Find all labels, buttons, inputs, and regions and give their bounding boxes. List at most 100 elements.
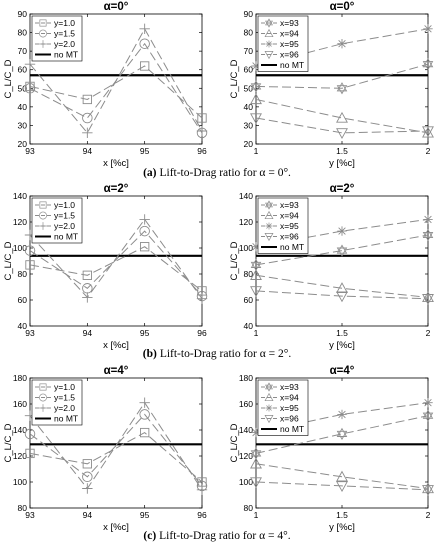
data-point	[422, 291, 434, 303]
legend-marker	[265, 222, 273, 230]
legend-label: x=95	[280, 39, 299, 49]
chart-1: α=0° 93 94 95 96 20 30 40 50 60 70 80 90 x [%c] C_L/C_…	[3, 1, 208, 169]
legend: y=1.0y=1.5y=2.0no MT	[31, 379, 83, 426]
y-tick-label: 120	[13, 217, 27, 227]
x-tick-label: 1.5	[336, 510, 348, 520]
data-point	[196, 125, 208, 137]
x-tick-label: 94	[83, 146, 93, 156]
legend-label: y=2.0	[54, 221, 75, 231]
y-tick-label: 100	[13, 477, 27, 487]
y-tick-label: 90	[244, 9, 254, 19]
caption-a: (a) Lift-to-Drag ratio for α = 0°.	[0, 167, 434, 179]
data-point	[24, 83, 36, 94]
series-line	[29, 27, 203, 134]
y-tick-label: 160	[13, 399, 27, 409]
y-tick-label: 120	[239, 451, 253, 461]
data-point	[24, 428, 36, 440]
data-point	[336, 244, 348, 257]
y-tick-label: 100	[13, 243, 27, 253]
data-point	[196, 484, 208, 495]
legend-marker	[264, 51, 274, 60]
legend-marker	[39, 222, 47, 230]
legend-marker	[39, 40, 47, 48]
y-tick-label: 140	[13, 191, 27, 201]
data-point	[24, 58, 36, 70]
y-tick-label: 80	[244, 28, 254, 38]
chart-title: α=2°	[330, 183, 355, 195]
legend-marker	[265, 40, 273, 48]
y-tick-label: 50	[18, 83, 28, 93]
legend-marker	[39, 404, 47, 412]
legend-marker	[264, 392, 274, 401]
legend-label: no MT	[54, 414, 78, 424]
y-tick-label: 80	[18, 28, 28, 38]
x-tick-label: 2	[426, 510, 431, 520]
data-point	[336, 291, 348, 303]
caption-c-text: Lift-to-Drag ratio for α = 4°.	[159, 530, 291, 542]
data-point	[140, 242, 150, 252]
y-axis-label: C_L/C_D	[3, 241, 14, 280]
x-axis-label: y [%c]	[329, 340, 355, 351]
caption-a-letter: (a)	[143, 167, 157, 179]
chart-3: α=2° 93 94 95 96 40 60 80 100 120 140 x [%c] C_L/C_D…	[3, 183, 208, 351]
data-point	[82, 483, 93, 494]
y-axis-label: C_L/C_D	[3, 59, 14, 98]
data-point	[250, 93, 262, 105]
y-tick-label: 80	[244, 503, 254, 513]
series-4	[250, 477, 434, 496]
series-3	[24, 23, 208, 139]
series-1	[25, 61, 207, 123]
chart-4: α=2° 1 1.5 2 40 60 80 100 120 140 y [%c] C_L/C_D x=9…	[229, 183, 434, 351]
x-tick-label: 93	[25, 510, 35, 520]
data-point	[139, 409, 150, 420]
x-axis-label: x [%c]	[103, 340, 129, 351]
legend-label: x=93	[280, 200, 299, 210]
x-tick-label: 1.5	[336, 328, 348, 338]
data-point	[336, 481, 348, 493]
x-tick-label: 94	[83, 510, 93, 520]
y-tick-label: 120	[13, 451, 27, 461]
data-point	[422, 228, 434, 242]
series-line	[255, 481, 429, 491]
legend-label: y=1.0	[54, 200, 75, 210]
y-tick-label: 40	[244, 102, 254, 112]
series-line	[29, 401, 203, 491]
legend-label: y=1.5	[54, 393, 75, 403]
x-tick-label: 2	[426, 328, 431, 338]
legend-label: x=95	[280, 221, 299, 231]
legend-label: y=2.0	[54, 39, 75, 49]
x-axis-label: x [%c]	[103, 522, 129, 533]
data-point	[422, 485, 434, 496]
chart-5: α=4° 93 94 95 96 80 100 120 140 160 180 x [%c] C_L/C…	[3, 365, 208, 533]
y-tick-label: 40	[18, 102, 28, 112]
x-tick-label: 1	[254, 146, 259, 156]
data-point	[82, 94, 92, 105]
y-tick-label: 60	[244, 65, 254, 75]
series-1	[250, 228, 434, 271]
legend-marker	[39, 393, 47, 402]
x-tick-label: 2	[426, 146, 431, 156]
x-tick-label: 94	[83, 328, 93, 338]
series-line	[255, 98, 429, 134]
x-tick-label: 95	[140, 146, 150, 156]
data-point	[336, 82, 348, 95]
series-line	[29, 65, 203, 119]
series-line	[255, 234, 429, 266]
series-2	[250, 269, 434, 303]
data-point	[139, 214, 150, 225]
series-line	[29, 413, 203, 487]
data-point	[197, 113, 207, 123]
y-tick-label: 120	[239, 217, 253, 227]
series-line	[255, 463, 429, 489]
x-axis-label: y [%c]	[329, 158, 355, 169]
legend-label: x=95	[280, 403, 299, 413]
y-tick-label: 100	[239, 477, 253, 487]
legend-marker	[265, 404, 273, 412]
y-tick-label: 60	[18, 295, 28, 305]
chart-title: α=4°	[104, 365, 129, 377]
series-line	[29, 246, 203, 292]
series-line	[255, 117, 429, 134]
series-line	[255, 290, 429, 300]
